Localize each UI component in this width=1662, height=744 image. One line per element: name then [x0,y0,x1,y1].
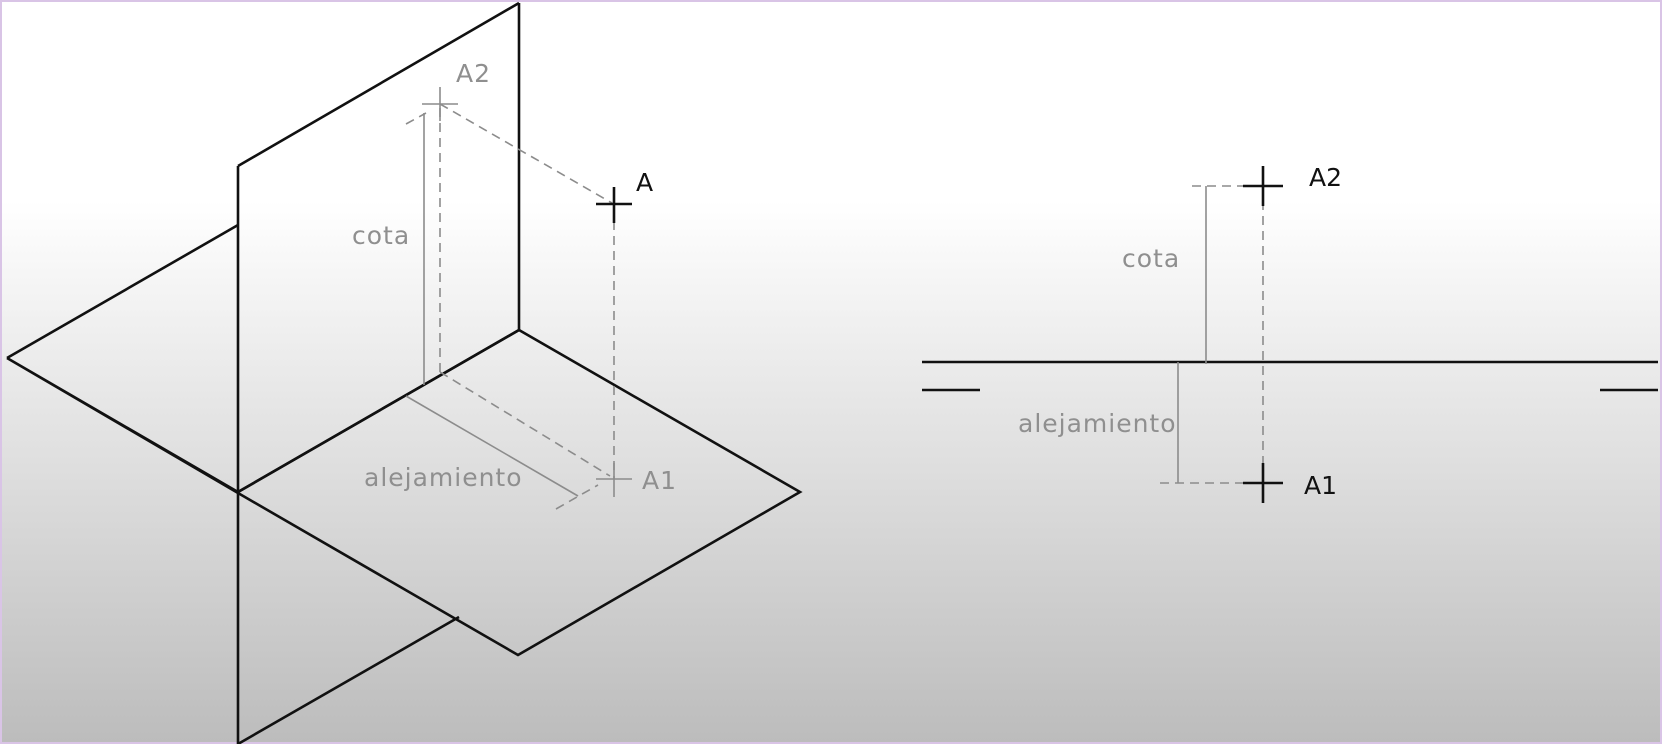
point-a1-label: A1 [1304,471,1337,500]
alejamiento-label: alejamiento [364,463,523,492]
horizontal-plane-back-edge [6,223,239,360]
cota-label: cota [1122,244,1180,273]
projector-a1-back [439,371,611,477]
orthographic-view: A2 A1 cota alejamiento [922,163,1658,503]
point-a-mark [596,187,632,223]
point-a2-label: A2 [456,59,491,88]
horizontal-plane-front-edge [237,328,520,494]
vertical-plane-top-edge [237,1,520,168]
point-a-label: A [636,168,653,197]
cota-extension-line [405,112,427,125]
point-a2-mark [422,87,458,121]
point-a2-label: A2 [1309,163,1342,192]
cota-label: cota [352,221,410,250]
isometric-view: A A2 A1 cota alejamiento [6,1,803,744]
point-a1-mark [596,463,632,497]
point-a1-label: A1 [642,466,677,495]
alejamiento-extension-line [555,484,599,510]
point-a1-mark [1243,463,1283,503]
projector-a-to-a2 [439,103,613,204]
vertical-plane-lower-edge [237,615,460,744]
alejamiento-dimension-line [405,395,579,497]
point-a2-mark [1243,166,1283,206]
alejamiento-label: alejamiento [1018,409,1177,438]
